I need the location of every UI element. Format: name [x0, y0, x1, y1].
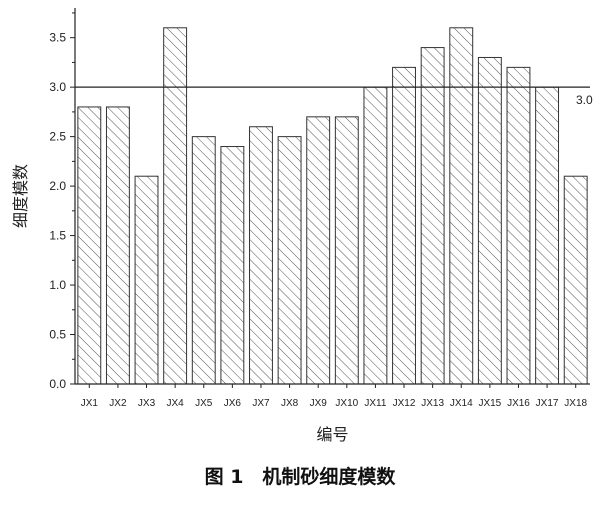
x-tick-label: JX7 [252, 398, 270, 409]
bar-jx9 [306, 116, 331, 385]
bar-jx6 [220, 146, 245, 385]
bar-jx7 [249, 126, 273, 385]
x-tick-label: JX17 [536, 398, 559, 409]
x-tick-label: JX4 [167, 398, 185, 409]
bar-jx16 [506, 66, 531, 385]
y-tick-label: 3.0 [49, 80, 66, 94]
x-tick-label: JX12 [393, 398, 416, 409]
bar-jx10 [334, 116, 359, 385]
x-tick-label: JX10 [335, 398, 358, 409]
x-tick-label: JX18 [564, 398, 587, 409]
y-tick-label: 0.0 [49, 377, 66, 391]
bar-jx4 [163, 27, 188, 385]
y-tick-label: 1.5 [49, 229, 66, 243]
labels-group: 0.0 0.5 1.0 1.5 2.0 2.5 3.0 3.5 JX1 JX2 JX3 JX4 JX5 J… [49, 31, 593, 409]
figure-caption: 图 1 机制砂细度模数 [204, 466, 396, 488]
x-tick-label: JX9 [310, 398, 328, 409]
y-tick-label: 1.0 [49, 278, 66, 292]
chart: 0.0 0.5 1.0 1.5 2.0 2.5 3.0 3.5 JX1 JX2 JX3 JX4 JX5 J… [11, 8, 593, 444]
x-tick-label: JX1 [81, 398, 99, 409]
bar-jx8 [277, 136, 302, 385]
bar-jx12 [392, 66, 416, 385]
reference-line-label: 3.0 [576, 93, 593, 107]
bar-jx14 [449, 27, 474, 385]
x-tick-label: JX8 [281, 398, 299, 409]
bar-jx13 [420, 47, 445, 385]
bar-jx2 [105, 106, 130, 385]
axes-group [70, 8, 590, 388]
x-tick-label: JX6 [224, 398, 242, 409]
x-axis-title: 编号 [316, 425, 348, 444]
x-tick-label: JX5 [195, 398, 213, 409]
bar-jx15 [477, 56, 502, 385]
x-tick-label: JX11 [364, 398, 386, 409]
x-tick-label: JX14 [450, 398, 473, 409]
bar-jx1 [77, 106, 102, 385]
bars-group [77, 27, 588, 385]
y-tick-label: 3.5 [49, 31, 66, 45]
y-tick-label: 2.0 [49, 179, 66, 193]
x-tick-label: JX13 [421, 398, 444, 409]
x-tick-label: JX3 [138, 398, 156, 409]
bar-jx11 [363, 86, 388, 385]
x-tick-label: JX16 [507, 398, 530, 409]
bar-jx3 [134, 175, 159, 385]
bar-jx5 [191, 136, 216, 385]
bar-jx17 [535, 86, 560, 385]
x-tick-label: JX2 [109, 398, 127, 409]
x-tick-label: JX15 [478, 398, 501, 409]
y-tick-label: 0.5 [49, 328, 66, 342]
y-axis-title: 细度模数 [11, 164, 30, 228]
bar-jx18 [563, 175, 588, 385]
y-tick-label: 2.5 [49, 130, 66, 144]
